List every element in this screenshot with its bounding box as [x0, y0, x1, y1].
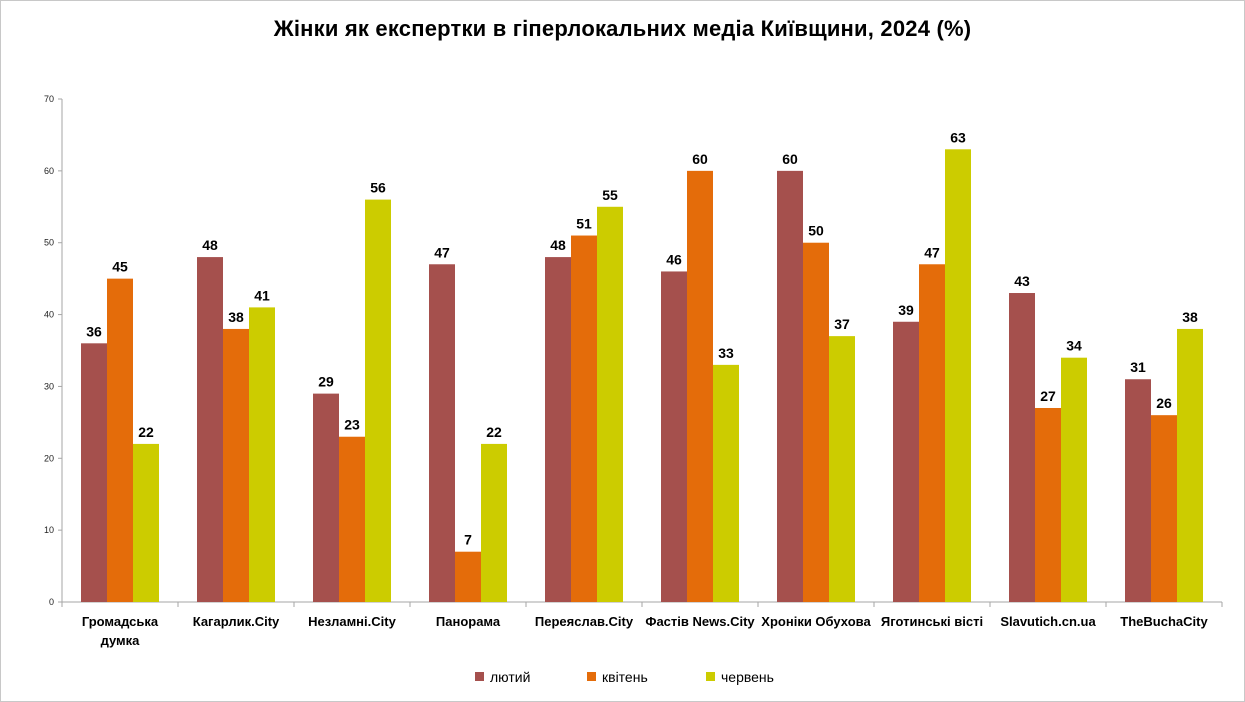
bar: [1009, 293, 1035, 602]
bar: [777, 170, 803, 602]
y-tick-label: 10: [44, 525, 54, 535]
bar: [313, 393, 339, 602]
data-label: 39: [898, 302, 914, 318]
bar: [1035, 407, 1061, 602]
data-label: 55: [602, 187, 618, 203]
data-label: 60: [782, 151, 798, 167]
bar: [687, 170, 713, 602]
data-label: 43: [1014, 273, 1030, 289]
bar: [803, 242, 829, 602]
bar: [893, 321, 919, 602]
data-label: 47: [924, 244, 940, 260]
bar: [455, 551, 481, 602]
bar: [945, 149, 971, 603]
legend-label: червень: [721, 669, 774, 685]
bar: [571, 235, 597, 602]
y-tick-label: 40: [44, 310, 54, 320]
bar: [339, 436, 365, 602]
data-label: 31: [1130, 359, 1146, 375]
y-tick-label: 50: [44, 238, 54, 248]
bar: [81, 343, 107, 602]
data-label: 34: [1066, 338, 1082, 354]
data-label: 56: [370, 180, 386, 196]
bar: [365, 199, 391, 602]
y-tick-label: 20: [44, 453, 54, 463]
bar: [545, 257, 571, 602]
x-tick-label: TheBuchaCity: [1120, 614, 1208, 629]
legend-label: лютий: [490, 669, 530, 685]
data-label: 51: [576, 216, 592, 232]
bar: [481, 443, 507, 602]
y-tick-label: 0: [49, 597, 54, 607]
bar: [713, 364, 739, 602]
bar: [1151, 415, 1177, 602]
x-tick-label: Панорама: [436, 614, 501, 629]
data-label: 26: [1156, 395, 1172, 411]
legend-swatch: [706, 672, 715, 681]
data-label: 60: [692, 151, 708, 167]
data-label: 38: [228, 309, 244, 325]
x-tick-label: Хроніки Обухова: [761, 614, 871, 629]
bar: [133, 443, 159, 602]
bar: [223, 328, 249, 602]
data-label: 27: [1040, 388, 1056, 404]
bar: [1177, 328, 1203, 602]
data-label: 37: [834, 316, 850, 332]
data-label: 33: [718, 345, 734, 361]
data-label: 46: [666, 251, 682, 267]
data-label: 48: [202, 237, 218, 253]
bar: [829, 336, 855, 602]
x-tick-label: Фастів News.City: [645, 614, 755, 629]
bar: [197, 257, 223, 602]
y-tick-label: 60: [44, 166, 54, 176]
x-tick-label: Незламні.City: [308, 614, 396, 629]
data-label: 41: [254, 287, 270, 303]
x-tick-label: думка: [101, 633, 141, 648]
bar: [249, 307, 275, 602]
data-label: 48: [550, 237, 566, 253]
data-label: 36: [86, 323, 102, 339]
data-label: 22: [138, 424, 154, 440]
data-label: 38: [1182, 309, 1198, 325]
data-label: 47: [434, 244, 450, 260]
y-tick-label: 70: [44, 94, 54, 104]
legend-swatch: [475, 672, 484, 681]
bar: [919, 264, 945, 602]
bar: [107, 278, 133, 602]
bar: [429, 264, 455, 602]
x-tick-label: Переяслав.City: [535, 614, 634, 629]
y-tick-label: 30: [44, 381, 54, 391]
bar: [1061, 357, 1087, 602]
x-tick-label: Кагарлик.City: [193, 614, 280, 629]
bar: [661, 271, 687, 602]
data-label: 45: [112, 259, 128, 275]
data-label: 7: [464, 532, 472, 548]
bar: [1125, 379, 1151, 602]
legend-swatch: [587, 672, 596, 681]
chart-title: Жінки як експертки в гіперлокальних меді…: [273, 16, 972, 41]
legend-label: квітень: [602, 669, 648, 685]
data-label: 23: [344, 417, 360, 433]
x-tick-label: Slavutich.cn.ua: [1000, 614, 1096, 629]
bar: [597, 206, 623, 603]
x-tick-label: Громадська: [82, 614, 159, 629]
x-tick-label: Яготинські вісті: [881, 614, 983, 629]
data-label: 63: [950, 129, 966, 145]
data-label: 29: [318, 374, 334, 390]
data-label: 22: [486, 424, 502, 440]
data-label: 50: [808, 223, 824, 239]
